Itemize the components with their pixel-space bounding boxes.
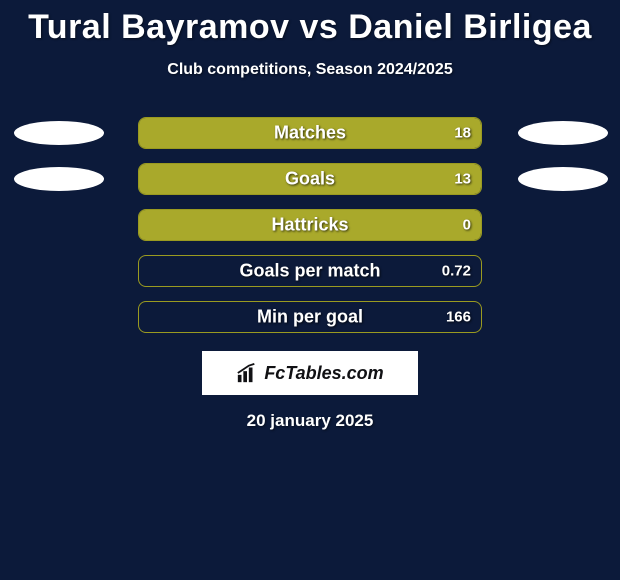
stat-row: Matches 18 <box>0 117 620 149</box>
stat-value-right: 0.72 <box>442 263 471 280</box>
page-title: Tural Bayramov vs Daniel Birligea <box>0 0 620 47</box>
stats-rows: Matches 18 Goals 13 Hattricks 0 Goals per matc… <box>0 117 620 333</box>
player-right-ellipse <box>518 167 608 191</box>
subtitle: Club competitions, Season 2024/2025 <box>0 61 620 79</box>
player-left-ellipse <box>14 121 104 145</box>
stat-label: Goals per match <box>239 261 380 282</box>
stat-bar-track: Goals 13 <box>138 163 482 195</box>
date-label: 20 january 2025 <box>0 411 620 431</box>
player-left-ellipse <box>14 167 104 191</box>
stat-row: Hattricks 0 <box>0 209 620 241</box>
comparison-infographic: Tural Bayramov vs Daniel Birligea Club c… <box>0 0 620 580</box>
stat-label: Goals <box>285 169 335 190</box>
stat-label: Matches <box>274 123 346 144</box>
stat-value-right: 0 <box>463 217 471 234</box>
stat-value-right: 13 <box>454 171 471 188</box>
player-right-ellipse <box>518 121 608 145</box>
branding-badge: FcTables.com <box>202 351 418 395</box>
stat-bar-track: Matches 18 <box>138 117 482 149</box>
stat-value-right: 18 <box>454 125 471 142</box>
bars-logo-icon <box>236 362 258 384</box>
stat-value-right: 166 <box>446 309 471 326</box>
stat-bar-track: Goals per match 0.72 <box>138 255 482 287</box>
branding-text: FcTables.com <box>264 363 383 384</box>
stat-row: Min per goal 166 <box>0 301 620 333</box>
stat-row: Goals per match 0.72 <box>0 255 620 287</box>
stat-label: Hattricks <box>271 215 348 236</box>
stat-bar-track: Min per goal 166 <box>138 301 482 333</box>
stat-bar-track: Hattricks 0 <box>138 209 482 241</box>
stat-label: Min per goal <box>257 307 363 328</box>
stat-row: Goals 13 <box>0 163 620 195</box>
